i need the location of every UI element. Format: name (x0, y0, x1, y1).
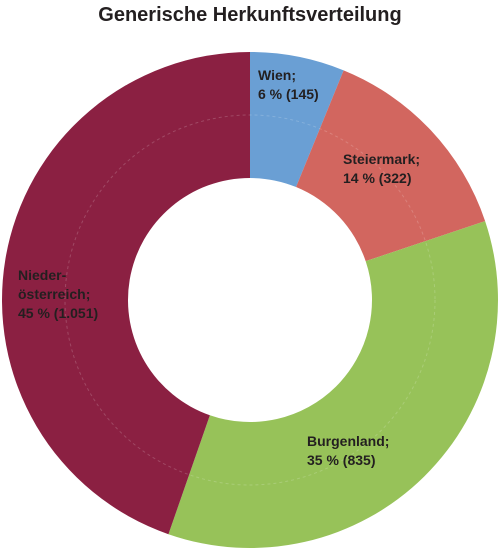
slice-label-line: 14 % (322) (343, 170, 411, 186)
slice-burgenland (168, 221, 499, 548)
slice-steiermark (296, 70, 486, 262)
slice-label-line: 45 % (1.051) (18, 305, 98, 321)
chart-title: Generische Herkunftsverteilung (98, 4, 402, 26)
slice-label-line: Nieder- (18, 267, 67, 283)
slice-label-wien: Wien; 6 % (145) (258, 67, 319, 102)
slice-label-line: Wien; (258, 67, 296, 83)
slice-label-line: Burgenland; (307, 433, 389, 449)
slice-label-steiermark: Steiermark; 14 % (322) (343, 151, 420, 186)
slice-label-line: Steiermark; (343, 151, 420, 167)
slice-label-line: 6 % (145) (258, 86, 319, 102)
slice-wien (250, 52, 344, 188)
slice-label-niederösterreich: Nieder-österreich; 45 % (1.051) (18, 267, 98, 321)
guide-ring (64, 114, 436, 486)
slice-label-line: 35 % (835) (307, 452, 375, 468)
slice-label-line: österreich; (18, 286, 90, 302)
slice-label-burgenland: Burgenland; 35 % (835) (307, 433, 389, 468)
slice-niederösterreich (2, 52, 250, 535)
